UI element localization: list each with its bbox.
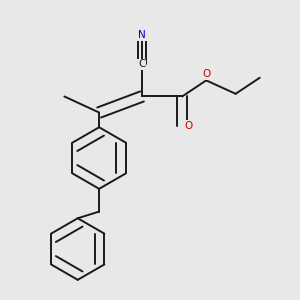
Text: C: C: [138, 59, 146, 69]
Text: N: N: [138, 30, 146, 40]
Text: O: O: [202, 69, 210, 79]
Text: O: O: [185, 121, 193, 131]
